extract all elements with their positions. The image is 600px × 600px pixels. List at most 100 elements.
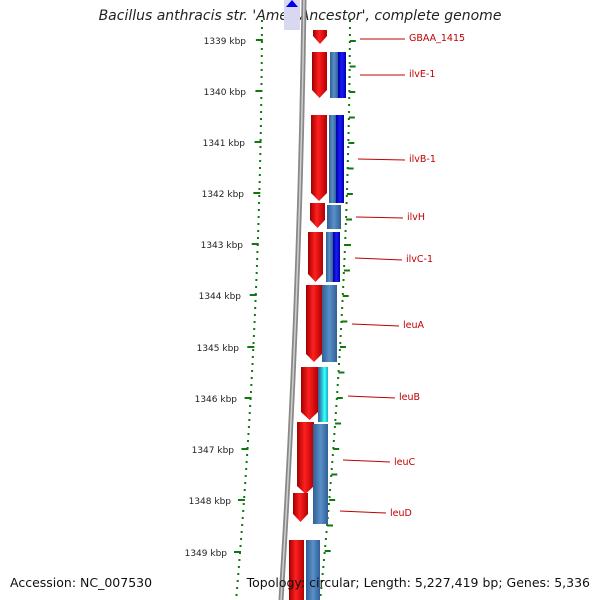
ring-dot (245, 461, 248, 463)
feature-tracks (289, 30, 346, 600)
ring-dot (243, 496, 246, 498)
ring-dot (260, 83, 263, 85)
ring-dot (348, 83, 351, 85)
ring-dot (348, 27, 351, 29)
ring-dot (347, 146, 350, 148)
ring-dot (346, 174, 349, 176)
ring-dot (342, 272, 345, 274)
ring-dot (236, 587, 239, 589)
gene-label[interactable]: leuA (403, 320, 425, 331)
gene-leader (357, 158, 406, 161)
gene-label[interactable]: leuB (399, 392, 420, 403)
ring-dot (237, 573, 240, 575)
gene-leader (355, 216, 404, 219)
accession-text: Accession: NC_007530 (10, 575, 153, 590)
ring-dot (320, 580, 323, 582)
gene-leader (342, 459, 391, 463)
ring-dot (341, 293, 344, 295)
ring-dot (339, 335, 342, 337)
ring-dot (240, 531, 243, 533)
ring-dot (253, 314, 256, 316)
forward-gene-arrow (313, 30, 327, 44)
ruler-label: 1343 kbp (201, 241, 244, 251)
ring-dot (251, 356, 254, 358)
gene-label[interactable]: ilvE-1 (409, 69, 435, 80)
forward-gene-arrow (310, 203, 325, 228)
gene-label[interactable]: leuD (390, 508, 412, 519)
annotation-bar (327, 205, 341, 229)
ring-dot (338, 363, 341, 365)
ring-dot (323, 552, 326, 554)
annotation-bar (336, 115, 344, 203)
ring-dot (257, 223, 260, 225)
gene-label[interactable]: GBAA_1415 (409, 33, 465, 44)
gene-label[interactable]: ilvC-1 (406, 254, 433, 265)
ring-dot (345, 216, 348, 218)
ring-dot (341, 307, 344, 309)
ring-dot (253, 328, 256, 330)
ring-dot (331, 461, 334, 463)
ring-dot (333, 433, 336, 435)
annotation-bar (338, 52, 346, 98)
gene-label[interactable]: leuC (394, 457, 416, 468)
forward-gene-arrow (297, 422, 314, 494)
forward-gene-arrow (306, 285, 322, 362)
forward-gene-arrow (311, 115, 327, 201)
ring-dot (343, 258, 346, 260)
ring-dot (348, 62, 351, 64)
ring-dot (258, 181, 261, 183)
ring-dot (242, 510, 245, 512)
ring-dot (260, 111, 263, 113)
ring-dot (336, 391, 339, 393)
ring-dot (253, 321, 256, 323)
ring-dot (256, 237, 259, 239)
ring-dot (340, 328, 343, 330)
ring-dot (255, 265, 258, 267)
ring-dot (347, 111, 350, 113)
ring-dot (258, 195, 261, 197)
gene-leader (347, 395, 396, 399)
gene-label[interactable]: ilvB-1 (409, 154, 436, 165)
ring-dot (257, 216, 260, 218)
ring-dot (255, 272, 258, 274)
gene-leader (354, 257, 403, 261)
forward-gene-arrow (308, 232, 323, 282)
ring-dot (342, 279, 345, 281)
ring-dot (348, 20, 351, 22)
ruler-label: 1340 kbp (204, 88, 247, 98)
ring-dot (235, 594, 238, 596)
ring-dot (327, 503, 330, 505)
ring-dot (248, 412, 251, 414)
ring-dot (260, 69, 263, 71)
ring-dot (336, 384, 339, 386)
ring-dot (334, 412, 337, 414)
ring-dot (252, 342, 255, 344)
ring-dot (256, 251, 259, 253)
ring-dot (338, 349, 341, 351)
gene-label[interactable]: ilvH (407, 212, 425, 223)
ring-dot (254, 307, 257, 309)
ring-dot (259, 139, 262, 141)
ring-dot (339, 342, 342, 344)
ring-dot (260, 48, 263, 50)
ruler-label: 1339 kbp (204, 37, 247, 47)
ring-dot (244, 482, 247, 484)
ring-dot (241, 517, 244, 519)
ring-dot (320, 587, 323, 589)
ring-dot (345, 202, 348, 204)
ring-dot (255, 286, 258, 288)
ring-dot (259, 125, 262, 127)
ring-dot (343, 265, 346, 267)
ring-dot (337, 370, 340, 372)
ring-dot (236, 580, 239, 582)
ruler-label: 1346 kbp (195, 395, 238, 405)
ring-dot (259, 160, 262, 162)
ruler-label: 1341 kbp (203, 139, 246, 149)
ring-dot (258, 188, 261, 190)
ring-dot (344, 230, 347, 232)
gene-leader (351, 323, 400, 327)
ring-dot (348, 69, 351, 71)
inner-dotted-ring (319, 20, 351, 596)
ring-dot (255, 279, 258, 281)
